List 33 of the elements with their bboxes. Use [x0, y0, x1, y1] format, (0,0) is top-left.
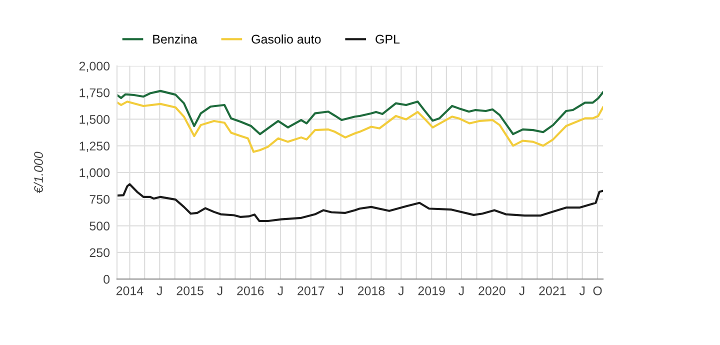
- x-tick-label: 2019: [418, 286, 445, 296]
- x-tick-label: J: [579, 286, 585, 296]
- y-tick-label: 1,000: [80, 168, 110, 179]
- x-tick-label: 2020: [478, 286, 506, 296]
- line-series: [117, 90, 603, 136]
- x-tick-label: O: [593, 286, 602, 296]
- x-tick-label: 2021: [539, 286, 566, 296]
- x-tick-label: J: [458, 286, 464, 296]
- legend-label: Benzina: [153, 34, 198, 44]
- x-tick-label: J: [338, 286, 344, 296]
- legend-label: GPL: [376, 34, 400, 44]
- y-tick-label: 0: [104, 274, 110, 284]
- y-tick-label: 1,750: [80, 88, 110, 99]
- line-series: [117, 183, 603, 222]
- x-tick-label: 2016: [237, 286, 264, 296]
- y-tick-label: 750: [90, 194, 110, 204]
- y-tick-label: 2,000: [79, 62, 110, 72]
- legend-label: Gasolio auto: [252, 34, 321, 44]
- x-tick-label: 2015: [176, 286, 204, 296]
- y-tick-label: 250: [90, 248, 110, 258]
- y-tick-label: 1,500: [80, 115, 110, 126]
- x-tick-label: J: [217, 286, 222, 296]
- y-tick-label: 1,250: [80, 142, 110, 152]
- line-series: [117, 100, 603, 153]
- x-tick-label: 2017: [298, 286, 324, 296]
- y-axis-title: €/1.000: [34, 152, 43, 194]
- x-tick-label: 2018: [358, 286, 385, 296]
- x-tick-label: J: [519, 286, 524, 296]
- x-tick-label: J: [398, 286, 404, 296]
- x-tick-label: J: [156, 286, 162, 296]
- x-tick-label: J: [278, 286, 283, 296]
- y-tick-label: 500: [90, 222, 110, 230]
- x-tick-label: 2014: [116, 286, 144, 296]
